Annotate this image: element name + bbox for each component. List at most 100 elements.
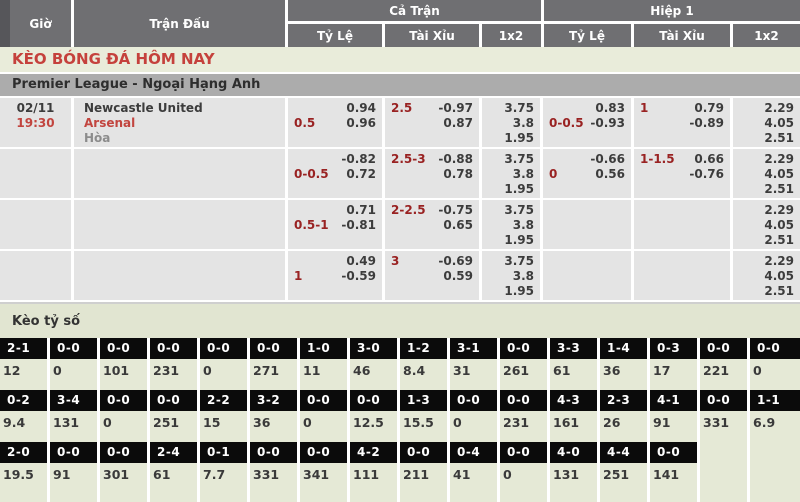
odds-value[interactable]: 2.29 [764,152,794,166]
score-bet-cell[interactable]: 0-3 [650,338,697,359]
odds-value[interactable]: 0.66 [694,152,724,166]
score-bet-cell[interactable]: 1-4 [600,338,647,359]
odds-value[interactable]: 0.87 [443,116,473,130]
odds-value[interactable]: 4.05 [764,167,794,181]
score-bet-cell[interactable]: 2-2 [200,390,247,411]
score-bet-cell[interactable]: 0-0 [100,390,147,411]
odds-value[interactable]: 0.94 [346,101,376,115]
score-bet-cell[interactable]: 0-0 [300,442,347,463]
h1-handicap-cell[interactable]: -0.66 0 0.56 [543,149,631,198]
odds-value[interactable]: 3.75 [504,203,534,217]
odds-value[interactable]: 2.29 [764,203,794,217]
score-bet-cell[interactable]: 2-1 [0,338,47,359]
score-bet-cell[interactable]: 4-1 [650,390,697,411]
odds-value[interactable]: 0.83 [595,101,625,115]
score-bet-cell[interactable]: 0-0 [150,338,197,359]
ft-handicap-cell[interactable]: 0.94 0.5 0.96 [288,98,382,147]
score-bet-cell[interactable]: 0-0 [300,390,347,411]
odds-value[interactable]: 1.95 [504,131,534,145]
ft-1x2-cell[interactable]: 3.75 3.8 1.95 [482,149,540,198]
score-bet-cell[interactable]: 0-0 [450,390,497,411]
odds-value[interactable]: 0.49 [346,254,376,268]
score-bet-cell[interactable]: 0-0 [700,390,747,411]
score-bet-cell[interactable]: 3-4 [50,390,97,411]
odds-value[interactable]: 1.95 [504,284,534,298]
odds-value[interactable]: 2.51 [764,131,794,145]
odds-value[interactable]: 0.96 [346,116,376,130]
h1-1x2-cell[interactable]: 2.29 4.05 2.51 [733,98,800,147]
score-bet-cell[interactable]: 0-0 [350,390,397,411]
odds-value[interactable]: -0.69 [438,254,473,268]
ft-1x2-cell[interactable]: 3.75 3.8 1.95 [482,200,540,249]
score-bet-cell[interactable]: 0-0 [50,442,97,463]
odds-value[interactable]: -0.93 [590,116,625,130]
odds-value[interactable]: 3.8 [512,218,534,232]
odds-value[interactable]: 4.05 [764,269,794,283]
score-bet-cell[interactable]: 0-0 [500,442,547,463]
score-bet-cell[interactable]: 4-3 [550,390,597,411]
odds-value[interactable]: 3.75 [504,254,534,268]
score-bet-cell[interactable]: 0-4 [450,442,497,463]
odds-value[interactable]: 2.29 [764,254,794,268]
odds-value[interactable]: 2.51 [764,284,794,298]
ft-handicap-cell[interactable]: -0.82 0-0.5 0.72 [288,149,382,198]
score-bet-cell[interactable]: 0-0 [700,338,747,359]
ft-1x2-cell[interactable]: 3.75 3.8 1.95 [482,251,540,300]
score-bet-cell[interactable]: 0-0 [500,338,547,359]
h1-1x2-cell[interactable]: 2.29 4.05 2.51 [733,149,800,198]
odds-value[interactable]: -0.97 [438,101,473,115]
odds-value[interactable]: -0.89 [689,116,724,130]
score-bet-cell[interactable]: 4-0 [550,442,597,463]
score-bet-cell[interactable]: 2-0 [0,442,47,463]
score-bet-cell[interactable]: 1-3 [400,390,447,411]
ft-overunder-cell[interactable]: 2-2.5 -0.75 0.65 [385,200,479,249]
score-bet-cell[interactable]: 0-0 [650,442,697,463]
odds-value[interactable]: -0.88 [438,152,473,166]
score-bet-cell[interactable]: 1-2 [400,338,447,359]
odds-value[interactable]: 3.8 [512,167,534,181]
h1-overunder-cell[interactable]: 1 0.79 -0.89 [634,98,730,147]
odds-value[interactable]: 0.59 [443,269,473,283]
odds-value[interactable]: 3.8 [512,269,534,283]
odds-value[interactable]: 2.29 [764,101,794,115]
score-bet-cell[interactable]: 0-0 [250,338,297,359]
h1-1x2-cell[interactable]: 2.29 4.05 2.51 [733,200,800,249]
score-bet-cell[interactable]: 2-4 [150,442,197,463]
odds-value[interactable]: 4.05 [764,116,794,130]
odds-value[interactable]: 2.51 [764,233,794,247]
odds-value[interactable]: 4.05 [764,218,794,232]
score-bet-cell[interactable]: 0-0 [250,442,297,463]
score-bet-cell[interactable]: 0-0 [500,390,547,411]
odds-value[interactable]: -0.76 [689,167,724,181]
ft-overunder-cell[interactable]: 2.5 -0.97 0.87 [385,98,479,147]
h1-1x2-cell[interactable]: 2.29 4.05 2.51 [733,251,800,300]
odds-value[interactable]: -0.66 [590,152,625,166]
odds-value[interactable]: 0.79 [694,101,724,115]
odds-value[interactable]: 0.65 [443,218,473,232]
score-bet-cell[interactable]: 0-0 [150,390,197,411]
score-bet-cell[interactable]: 0-0 [100,442,147,463]
score-bet-cell[interactable]: 3-3 [550,338,597,359]
odds-value[interactable]: -0.59 [341,269,376,283]
h1-overunder-cell[interactable]: 1-1.5 0.66 -0.76 [634,149,730,198]
score-bet-cell[interactable]: 3-2 [250,390,297,411]
odds-value[interactable]: -0.81 [341,218,376,232]
score-bet-cell[interactable]: 3-1 [450,338,497,359]
odds-value[interactable]: -0.82 [341,152,376,166]
score-bet-cell[interactable]: 4-2 [350,442,397,463]
score-bet-cell[interactable]: 4-4 [600,442,647,463]
score-bet-cell[interactable]: 0-0 [200,338,247,359]
score-bet-cell[interactable]: 0-0 [50,338,97,359]
score-bet-cell[interactable]: 0-1 [200,442,247,463]
ft-1x2-cell[interactable]: 3.75 3.8 1.95 [482,98,540,147]
odds-value[interactable]: 1.95 [504,182,534,196]
ft-handicap-cell[interactable]: 0.49 1 -0.59 [288,251,382,300]
odds-value[interactable]: 3.8 [512,116,534,130]
score-bet-cell[interactable]: 0-2 [0,390,47,411]
odds-value[interactable]: 0.72 [346,167,376,181]
score-bet-cell[interactable]: 1-0 [300,338,347,359]
score-bet-cell[interactable]: 0-0 [750,338,800,359]
odds-value[interactable]: 3.75 [504,152,534,166]
odds-value[interactable]: -0.75 [438,203,473,217]
odds-value[interactable]: 1.95 [504,233,534,247]
